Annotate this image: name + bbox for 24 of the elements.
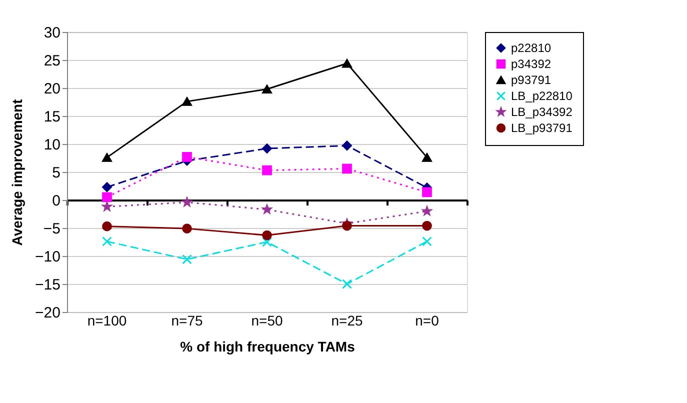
y-tick-label: 5 [52, 164, 60, 182]
y-tick-label: −15 [35, 276, 60, 294]
legend-label: p34392 [511, 57, 552, 71]
y-axis-title: Average improvement [9, 98, 26, 246]
y-tick-label: 20 [44, 80, 60, 98]
y-tick-label: 15 [44, 108, 60, 126]
y-tick-label: 25 [44, 52, 60, 70]
y-tick-label: 0 [52, 192, 60, 210]
y-tick-label: 10 [44, 136, 60, 154]
y-tick-label: −10 [35, 248, 60, 266]
x-tick-label: n=25 [331, 312, 363, 328]
y-tick-label: −5 [43, 220, 60, 238]
y-tick-label: −20 [35, 304, 60, 322]
y-tick-label: 30 [44, 24, 60, 42]
legend-label: LB_p34392 [511, 105, 573, 119]
legend-label: LB_p22810 [511, 89, 573, 103]
x-tick-label: n=100 [87, 312, 127, 328]
x-axis-title: % of high frequency TAMs [180, 338, 356, 354]
x-tick-label: n=50 [251, 312, 283, 328]
x-tick-label: n=0 [415, 312, 440, 328]
legend-label: p93791 [511, 73, 552, 87]
x-tick-label: n=75 [171, 312, 203, 328]
legend-label: LB_p93791 [511, 121, 573, 135]
legend-label: p22810 [511, 41, 552, 55]
